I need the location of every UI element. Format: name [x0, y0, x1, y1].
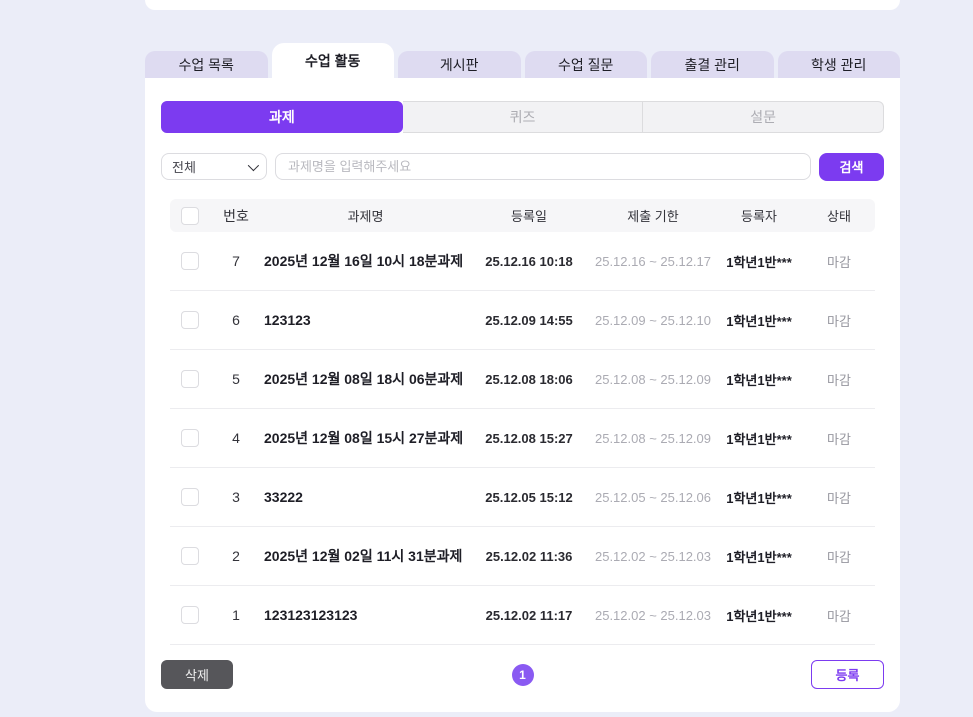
cell-author: 1학년1반*** — [726, 431, 792, 447]
filter-row: 전체 검색 — [161, 152, 884, 181]
cell-status: 마감 — [827, 549, 851, 565]
cell-title[interactable]: 2025년 12월 08일 18시 06분과제 — [264, 371, 464, 387]
cell-created: 25.12.02 11:17 — [485, 607, 573, 623]
row-checkbox[interactable] — [181, 606, 199, 624]
cell-author: 1학년1반*** — [726, 490, 792, 506]
table-row: 1 123123123123 25.12.02 11:17 25.12.02 ~… — [170, 586, 875, 645]
row-checkbox[interactable] — [181, 429, 199, 447]
cell-status: 마감 — [827, 490, 851, 506]
header-no: 번호 — [223, 207, 249, 224]
cell-no: 7 — [232, 253, 240, 269]
cell-status: 마감 — [827, 372, 851, 388]
cell-title[interactable]: 2025년 12월 02일 11시 31분과제 — [264, 548, 463, 564]
cell-author: 1학년1반*** — [726, 372, 792, 388]
cell-title[interactable]: 2025년 12월 16일 10시 18분과제 — [264, 253, 464, 269]
header-due: 제출 기한 — [627, 209, 679, 224]
segment-quiz[interactable]: 퀴즈 — [402, 101, 644, 133]
tab-student-management[interactable]: 학생 관리 — [777, 51, 900, 78]
cell-due: 25.12.08 ~ 25.12.09 — [594, 371, 712, 387]
cell-due: 25.12.16 ~ 25.12.17 — [594, 253, 712, 269]
table-row: 3 33222 25.12.05 15:12 25.12.05 ~ 25.12.… — [170, 468, 875, 527]
row-checkbox[interactable] — [181, 252, 199, 270]
category-select[interactable]: 전체 — [161, 153, 267, 180]
cell-created: 25.12.16 10:18 — [485, 253, 573, 269]
cell-title[interactable]: 123123123123 — [264, 607, 358, 623]
activity-type-segments: 과제 퀴즈 설문 — [161, 101, 885, 133]
cell-no: 5 — [232, 371, 240, 387]
chevron-down-icon — [247, 159, 260, 171]
upper-card-bottom — [145, 0, 900, 10]
header-title: 과제명 — [347, 209, 384, 224]
tab-attendance[interactable]: 출결 관리 — [651, 51, 774, 78]
cell-due: 25.12.02 ~ 25.12.03 — [594, 607, 712, 623]
cell-no: 1 — [232, 607, 240, 623]
cell-due: 25.12.02 ~ 25.12.03 — [594, 548, 712, 564]
cell-author: 1학년1반*** — [726, 549, 792, 565]
cell-status: 마감 — [827, 254, 851, 270]
cell-author: 1학년1반*** — [726, 254, 792, 270]
search-button[interactable]: 검색 — [819, 152, 884, 181]
content-card: 과제 퀴즈 설문 전체 검색 번호 과제명 등록일 제출 기한 등록자 상태 — [145, 78, 900, 712]
cell-created: 25.12.09 14:55 — [485, 312, 573, 328]
cell-status: 마감 — [827, 608, 851, 624]
category-select-value: 전체 — [172, 160, 196, 175]
cell-no: 4 — [232, 430, 240, 446]
cell-title[interactable]: 2025년 12월 08일 15시 27분과제 — [264, 430, 464, 446]
tab-board[interactable]: 게시판 — [398, 51, 521, 78]
row-checkbox[interactable] — [181, 547, 199, 565]
table-row: 5 2025년 12월 08일 18시 06분과제 25.12.08 18:06… — [170, 350, 875, 409]
row-checkbox[interactable] — [181, 488, 199, 506]
cell-due: 25.12.05 ~ 25.12.06 — [594, 489, 712, 505]
table-header-row: 번호 과제명 등록일 제출 기한 등록자 상태 — [170, 199, 875, 232]
cell-no: 6 — [232, 312, 240, 328]
tab-class-activity[interactable]: 수업 활동 — [271, 43, 394, 78]
assignment-table: 번호 과제명 등록일 제출 기한 등록자 상태 7 2025년 12월 16일 … — [170, 199, 875, 645]
row-checkbox[interactable] — [181, 370, 199, 388]
cell-title[interactable]: 33222 — [264, 489, 303, 505]
cell-due: 25.12.09 ~ 25.12.10 — [594, 312, 712, 328]
cell-title[interactable]: 123123 — [264, 312, 311, 328]
cell-no: 3 — [232, 489, 240, 505]
segment-survey[interactable]: 설문 — [643, 101, 885, 133]
table-row: 4 2025년 12월 08일 15시 27분과제 25.12.08 15:27… — [170, 409, 875, 468]
tab-class-question[interactable]: 수업 질문 — [524, 51, 647, 78]
select-all-checkbox[interactable] — [181, 206, 199, 225]
table-footer: 삭제 1 등록 — [161, 660, 884, 689]
cell-no: 2 — [232, 548, 240, 564]
cell-author: 1학년1반*** — [726, 608, 792, 624]
header-status: 상태 — [827, 209, 851, 224]
row-checkbox[interactable] — [181, 311, 199, 329]
tab-class-list[interactable]: 수업 목록 — [145, 51, 268, 78]
segment-assignment[interactable]: 과제 — [161, 101, 403, 133]
table-row: 2 2025년 12월 02일 11시 31분과제 25.12.02 11:36… — [170, 527, 875, 586]
pagination-page-1[interactable]: 1 — [511, 663, 534, 686]
cell-created: 25.12.05 15:12 — [485, 489, 573, 505]
cell-author: 1학년1반*** — [726, 313, 792, 329]
main-tab-bar: 수업 목록 수업 활동 게시판 수업 질문 출결 관리 학생 관리 — [145, 43, 900, 78]
cell-status: 마감 — [827, 431, 851, 447]
cell-due: 25.12.08 ~ 25.12.09 — [594, 430, 712, 446]
delete-button[interactable]: 삭제 — [161, 660, 233, 689]
cell-created: 25.12.08 18:06 — [485, 371, 573, 387]
header-author: 등록자 — [741, 209, 777, 224]
search-input[interactable] — [275, 153, 811, 180]
cell-status: 마감 — [827, 313, 851, 329]
table-body: 7 2025년 12월 16일 10시 18분과제 25.12.16 10:18… — [170, 232, 875, 645]
cell-created: 25.12.08 15:27 — [485, 430, 573, 446]
header-created: 등록일 — [511, 209, 547, 224]
class-activity-panel: 수업 목록 수업 활동 게시판 수업 질문 출결 관리 학생 관리 과제 퀴즈 … — [145, 43, 900, 712]
table-row: 7 2025년 12월 16일 10시 18분과제 25.12.16 10:18… — [170, 232, 875, 291]
table-row: 6 123123 25.12.09 14:55 25.12.09 ~ 25.12… — [170, 291, 875, 350]
register-button[interactable]: 등록 — [811, 660, 884, 689]
cell-created: 25.12.02 11:36 — [485, 548, 573, 564]
